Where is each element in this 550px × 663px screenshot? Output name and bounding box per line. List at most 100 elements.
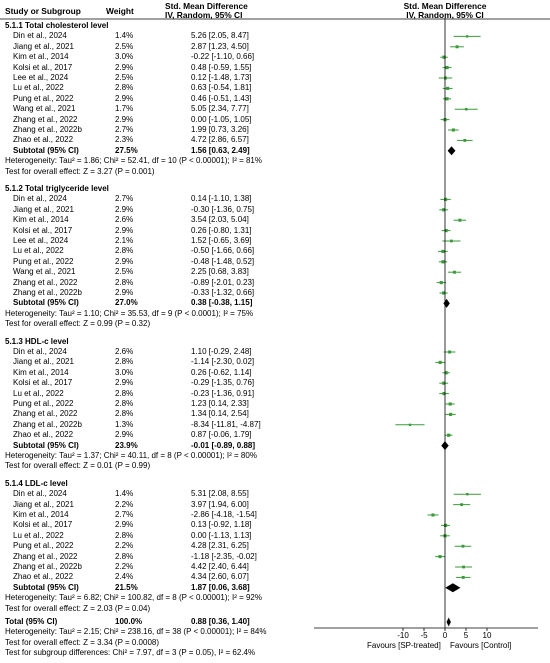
x-tick-label: 0 — [442, 631, 448, 640]
study-name: Kolsi et al., 2017 — [13, 225, 73, 235]
study-weight: 1.3% — [115, 419, 134, 429]
overall-effect-text: Test for overall effect: Z = 0.99 (P = 0… — [5, 319, 151, 329]
study-point-marker — [463, 138, 467, 142]
study-name: Kolsi et al., 2017 — [13, 378, 73, 388]
study-ci-text: 1.34 [0.14, 2.54] — [191, 409, 249, 419]
study-name: Jiang et al., 2021 — [13, 41, 74, 51]
study-ci-text: 4.42 [2.40, 6.44] — [191, 562, 249, 571]
study-point-marker — [445, 97, 449, 101]
study-weight: 2.9% — [115, 378, 134, 388]
study-point-marker — [446, 86, 450, 90]
overall-effect-text: Test for overall effect: Z = 2.03 (P = 0… — [5, 603, 151, 613]
study-point-marker — [450, 239, 453, 243]
study-ci-text: -0.29 [-1.35, 0.76] — [191, 378, 255, 388]
study-ci-text: 5.26 [2.05, 8.47] — [191, 31, 249, 41]
study-ci-text: 2.25 [0.68, 3.83] — [191, 267, 249, 277]
group-title: 5.1.2 Total triglyceride level — [5, 184, 109, 193]
study-name: Zhang et al., 2022 — [13, 409, 78, 419]
study-ci-text: 0.46 [-0.51, 1.43] — [191, 93, 252, 103]
study-name: Lee et al., 2024 — [13, 236, 69, 245]
study-ci-text: 0.63 [-0.54, 1.81] — [191, 83, 252, 93]
study-ci-text: 0.13 [-0.92, 1.18] — [191, 520, 252, 530]
study-weight: 2.2% — [115, 562, 134, 571]
subtotal-weight: 21.5% — [115, 582, 138, 592]
study-column-header: Study or Subgroup — [5, 6, 81, 16]
study-point-marker — [461, 544, 465, 548]
study-point-marker — [451, 128, 455, 132]
study-point-marker — [442, 381, 446, 385]
study-name: Zhang et al., 2022 — [13, 277, 78, 287]
study-name: Kim et al., 2014 — [13, 215, 69, 225]
study-point-marker — [408, 423, 412, 426]
study-weight: 2.9% — [115, 430, 134, 440]
study-name: Din et al., 2024 — [13, 347, 67, 356]
study-name: Zhao et al., 2022 — [13, 572, 74, 582]
study-name: Wang et al., 2021 — [13, 104, 76, 114]
study-name: Lu et al., 2022 — [13, 530, 64, 540]
study-weight: 2.8% — [115, 277, 134, 287]
study-point-marker — [431, 513, 435, 517]
study-name: Din et al., 2024 — [13, 194, 67, 204]
study-ci-text: -8.34 [-11.81, -4.87] — [191, 419, 261, 429]
study-weight: 2.9% — [115, 62, 134, 72]
x-tick-label: 5 — [463, 631, 469, 640]
subtotal-weight: 27.5% — [115, 145, 138, 155]
study-weight: 2.8% — [115, 357, 134, 367]
subtotal-ci-text: 1.87 [0.06, 3.68] — [191, 582, 250, 592]
study-weight: 2.6% — [115, 215, 134, 225]
group-title: 5.1.4 LDL-c level — [5, 478, 68, 488]
subtotal-ci-text: -0.01 [-0.89, 0.88] — [191, 440, 256, 450]
study-ci-text: -1.18 [-2.35, -0.02] — [191, 551, 257, 561]
study-ci-text: -0.23 [-1.36, 0.91] — [191, 388, 255, 398]
study-name: Pung et al., 2022 — [13, 93, 74, 103]
total-label: Total (95% CI) — [5, 617, 58, 626]
study-weight: 2.7% — [115, 125, 134, 134]
study-point-marker — [441, 249, 445, 253]
plot-column-header: Std. Mean Difference — [403, 1, 487, 11]
study-name: Wang et al., 2021 — [13, 267, 76, 277]
study-point-marker — [445, 66, 449, 70]
study-name: Jiang et al., 2021 — [13, 204, 74, 214]
study-ci-text: -1.14 [-2.30, 0.02] — [191, 357, 255, 367]
study-ci-text: 1.52 [-0.65, 3.69] — [191, 236, 252, 245]
study-point-marker — [447, 433, 451, 437]
study-name: Kim et al., 2014 — [13, 367, 69, 377]
subtotal-label: Subtotal (95% CI) — [13, 145, 79, 155]
group-title: 5.1.1 Total cholesterol level — [5, 21, 109, 30]
study-point-marker — [465, 35, 469, 38]
study-weight: 2.9% — [115, 520, 134, 530]
study-ci-text: 5.05 [2.34, 7.77] — [191, 104, 249, 114]
summary-diamond — [446, 617, 451, 627]
subtotal-label: Subtotal (95% CI) — [13, 440, 79, 450]
study-weight: 2.4% — [115, 572, 134, 582]
subtotal-ci-text: 1.56 [0.63, 2.49] — [191, 145, 250, 155]
study-ci-text: 4.72 [2.86, 6.57] — [191, 135, 249, 145]
study-ci-text: 0.12 [-1.48, 1.73] — [191, 73, 252, 82]
study-weight: 1.7% — [115, 104, 134, 114]
study-weight: 2.8% — [115, 530, 134, 540]
study-weight: 3.0% — [115, 52, 134, 62]
study-name: Zhang et al., 2022b — [13, 562, 82, 571]
study-point-marker — [460, 503, 464, 507]
study-point-marker — [464, 107, 468, 111]
study-ci-text: -0.33 [-1.32, 0.66] — [191, 288, 255, 297]
study-weight: 2.8% — [115, 551, 134, 561]
smd-column-header: Std. Mean Difference — [165, 1, 248, 11]
study-name: Kolsi et al., 2017 — [13, 520, 73, 530]
heterogeneity-text: Heterogeneity: Tau² = 1.10; Chi² = 35.53… — [5, 308, 254, 318]
plot-column-subheader: IV, Random, 95% CI — [406, 10, 484, 20]
study-point-marker — [448, 402, 452, 406]
study-name: Jiang et al., 2021 — [13, 357, 74, 367]
study-weight: 2.9% — [115, 256, 134, 266]
study-name: Zhang et al., 2022 — [13, 551, 78, 561]
study-point-marker — [438, 360, 442, 364]
study-weight: 2.8% — [115, 246, 134, 256]
study-point-marker — [444, 371, 448, 375]
study-ci-text: -2.86 [-4.18, -1.54] — [191, 510, 257, 519]
study-weight: 2.2% — [115, 541, 134, 551]
study-weight: 2.5% — [115, 267, 134, 277]
study-name: Zhao et al., 2022 — [13, 135, 74, 145]
study-name: Pung et al., 2022 — [13, 399, 74, 408]
